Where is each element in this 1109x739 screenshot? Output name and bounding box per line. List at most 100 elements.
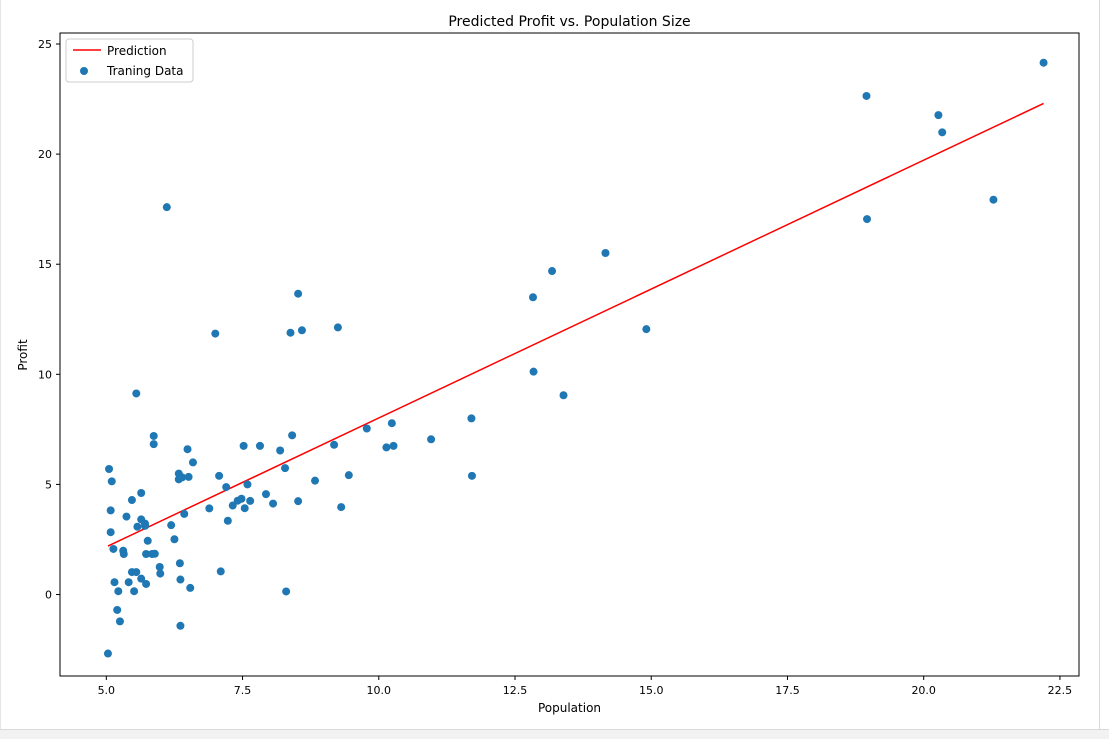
training-data-point <box>255 441 264 450</box>
training-data-point <box>989 195 998 204</box>
training-data-point <box>294 497 303 506</box>
legend-training-label: Traning Data <box>106 64 183 78</box>
training-data-point <box>155 562 164 571</box>
x-tick-label: 20.0 <box>911 684 936 697</box>
training-data-point <box>282 587 291 596</box>
y-tick-label: 25 <box>38 38 52 51</box>
training-data-point <box>114 587 123 596</box>
y-axis-ticks: 0 5 10 15 20 25 <box>38 38 60 602</box>
training-data-point <box>175 559 184 568</box>
x-tick-label: 12.5 <box>503 684 528 697</box>
training-data-point <box>239 441 248 450</box>
training-data-point <box>243 480 252 489</box>
training-data-point <box>215 471 224 480</box>
training-data-point <box>222 483 231 492</box>
training-data-point <box>240 504 249 513</box>
training-data-point <box>294 289 303 298</box>
training-data-point <box>186 583 195 592</box>
training-data-point <box>387 419 396 428</box>
window-left-border <box>0 0 1 730</box>
y-tick-label: 5 <box>45 478 52 491</box>
legend: Prediction Traning Data <box>65 38 194 83</box>
training-data-point <box>362 424 371 433</box>
training-data-point <box>311 476 320 485</box>
training-data-point <box>188 458 197 467</box>
training-data-point <box>529 367 538 376</box>
training-data-point <box>142 579 151 588</box>
x-tick-label: 22.5 <box>1048 684 1073 697</box>
x-tick-label: 7.5 <box>234 684 252 697</box>
training-data-point <box>132 389 141 398</box>
training-data-point <box>110 578 119 587</box>
training-data-point <box>288 431 297 440</box>
training-data-point <box>119 550 128 559</box>
y-tick-label: 15 <box>38 258 52 271</box>
training-data-point <box>156 569 165 578</box>
training-data-point <box>150 549 159 558</box>
training-data-point <box>211 329 220 338</box>
training-data-point <box>938 128 947 137</box>
training-data-point <box>106 528 115 537</box>
training-data-point <box>167 521 176 530</box>
y-tick-label: 10 <box>38 368 52 381</box>
training-data-point <box>127 496 136 505</box>
plot-area <box>59 32 1080 677</box>
training-data-point <box>337 503 346 512</box>
training-data-point <box>115 617 124 626</box>
training-data-point <box>141 521 150 530</box>
training-data-point <box>205 504 214 513</box>
y-axis-label: Profit <box>16 339 30 371</box>
training-data-point <box>559 391 568 400</box>
x-tick-label: 10.0 <box>367 684 392 697</box>
x-tick-label: 15.0 <box>639 684 664 697</box>
training-data-point <box>281 464 290 473</box>
training-data-point <box>137 489 146 498</box>
window-scrollbar-edge <box>1099 0 1100 730</box>
y-tick-label: 20 <box>38 148 52 161</box>
y-tick-label: 0 <box>45 589 52 602</box>
training-data-point <box>601 248 610 257</box>
training-data-point <box>269 499 278 508</box>
training-data-point <box>427 435 436 444</box>
prediction-series <box>107 102 1044 547</box>
training-data-point <box>216 567 225 576</box>
training-data-point <box>162 203 171 212</box>
training-data-point <box>143 536 152 545</box>
training-data-point <box>1039 58 1048 67</box>
x-axis-label: Population <box>538 701 601 715</box>
training-data-point <box>124 578 133 587</box>
training-data-point <box>934 111 943 120</box>
training-data-point <box>122 512 131 521</box>
training-data-point <box>183 445 192 454</box>
chart-title: Predicted Profit vs. Population Size <box>448 14 690 30</box>
training-data-point <box>107 477 116 486</box>
window-bottom-bar <box>0 729 1109 739</box>
training-data-point <box>176 575 185 584</box>
training-data-point <box>170 535 179 544</box>
training-data-point <box>105 465 114 474</box>
prediction-line <box>107 102 1044 547</box>
training-data-point <box>223 516 232 525</box>
training-data-point <box>178 473 187 482</box>
training-data-point <box>344 471 353 480</box>
training-data-point <box>467 471 476 480</box>
training-data-point <box>103 649 112 658</box>
training-data-point <box>528 293 537 302</box>
training-data-point <box>286 328 295 337</box>
x-axis-ticks: 5.0 7.5 10.0 12.5 15.0 17.5 20.0 22.5 <box>98 676 1073 697</box>
x-tick-label: 17.5 <box>775 684 800 697</box>
training-data-point <box>333 323 342 332</box>
training-data-point <box>548 267 557 276</box>
legend-training-marker <box>80 67 88 75</box>
training-data-point <box>113 605 122 614</box>
training-data-point <box>142 550 151 559</box>
training-data-point <box>382 443 391 452</box>
training-data-point <box>176 621 185 630</box>
training-data-point <box>184 472 193 481</box>
training-data-point <box>149 431 158 440</box>
x-tick-label: 5.0 <box>98 684 116 697</box>
training-data-point <box>261 490 270 499</box>
training-data-point <box>863 215 872 224</box>
